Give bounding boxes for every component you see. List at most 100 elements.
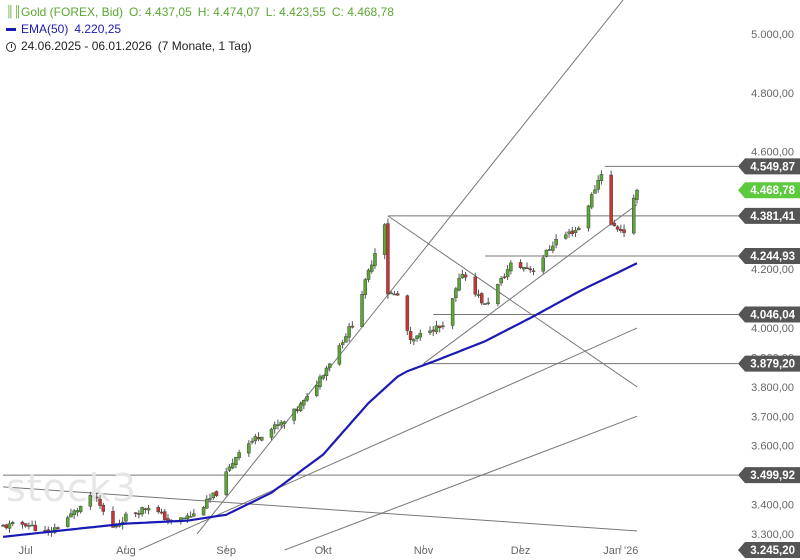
candle-body (473, 276, 478, 295)
candle-body (95, 496, 99, 499)
badge-label: 4.244,93 (750, 251, 795, 263)
ema-50-line (2, 262, 638, 538)
candle-body (415, 335, 419, 339)
candle-body (496, 283, 500, 305)
candle-body (256, 437, 261, 440)
candle-body (434, 325, 439, 332)
candle-body (632, 197, 636, 234)
y-tick-label: 5.000,00 (751, 29, 794, 41)
candle-body (392, 293, 397, 296)
candle-body (1, 525, 5, 527)
candle-body (101, 504, 106, 512)
candle-body (366, 269, 371, 280)
candle-body (188, 516, 193, 518)
y-tick-label: 4.000,00 (751, 323, 794, 335)
badge-label: 4.381,41 (750, 211, 795, 223)
candle-body (360, 294, 364, 327)
candle-body (363, 279, 368, 296)
candle-body (166, 518, 170, 521)
candle-body (321, 375, 325, 379)
chart-legend: ║║ Gold (FOREX, Bid) O: 4.437,05 H: 4.47… (6, 4, 394, 55)
candle-body (192, 513, 196, 517)
badge-shape (738, 306, 800, 323)
y-tick-label: 3.400,00 (751, 499, 794, 511)
trendline (138, 327, 638, 551)
candle-body (237, 452, 241, 459)
candle-body (272, 424, 277, 430)
candle-body (146, 507, 151, 511)
candle-body (609, 174, 613, 225)
candle-body (279, 422, 283, 426)
candle-body (460, 274, 465, 279)
candle-body (593, 189, 597, 194)
badge-shape (738, 542, 800, 558)
candle-body (295, 409, 300, 412)
date-range: 24.06.2025 - 06.01.2026 (21, 39, 152, 53)
badge-shape (738, 158, 800, 175)
candle-body (483, 303, 487, 305)
candle-body (124, 513, 128, 522)
ema-value: 4.220,25 (74, 22, 122, 36)
candle-body (305, 396, 309, 401)
instrument-name: Gold (FOREX, Bid) (21, 5, 124, 19)
candle-body (337, 345, 342, 365)
candle-body (615, 226, 620, 230)
candle-body (463, 274, 468, 278)
x-tick-label: Okt (315, 545, 332, 557)
candle-body (98, 498, 102, 506)
candle-body (437, 325, 442, 328)
x-tick-label: Dez (511, 545, 531, 557)
y-tick-label: 4.800,00 (751, 88, 794, 100)
trendline (423, 204, 638, 364)
level-price-badge: 4.046,04 (738, 306, 800, 323)
badge-label: 3.879,20 (750, 359, 795, 371)
clock-icon (6, 41, 16, 52)
candle-body (441, 325, 445, 328)
badge-shape (738, 182, 800, 199)
candle-body (162, 511, 167, 520)
candle-body (567, 231, 571, 234)
candle-body (227, 466, 232, 471)
candle-body (370, 264, 374, 272)
watermark-logo: stock3 (6, 466, 138, 510)
y-tick-label: 3.600,00 (751, 441, 794, 453)
candle-body (340, 342, 345, 345)
candle-body (577, 227, 581, 230)
candle-body (205, 498, 209, 509)
candle-body (373, 253, 377, 266)
trendline (387, 215, 638, 388)
candle-body (518, 262, 523, 268)
y-tick-label: 3.300,00 (751, 529, 794, 541)
y-tick-label: 4.200,00 (751, 264, 794, 276)
last-price-badge: 4.468,78 (738, 182, 800, 199)
candle-body (114, 525, 118, 528)
candle-body (111, 510, 115, 528)
candle-body (159, 511, 164, 514)
x-tick-label: Jan '26 (603, 545, 638, 557)
candle-body (405, 295, 410, 331)
candle-body (619, 228, 623, 231)
candle-body (502, 276, 507, 279)
candle-body (344, 336, 348, 343)
candle-body (505, 269, 510, 278)
candle-body (253, 436, 258, 442)
candle-body (541, 257, 545, 272)
legend-ema-row: EMA(50) 4.220,25 (6, 21, 394, 38)
candle-body (522, 266, 526, 270)
candle-body (65, 517, 70, 527)
candle-body (140, 507, 144, 515)
candle-body (544, 249, 549, 257)
open-value: O: 4.437,05 (129, 5, 192, 19)
candle-body (33, 525, 38, 532)
candle-body (599, 174, 604, 181)
candle-body (7, 523, 12, 529)
candle-body (201, 507, 206, 516)
level-price-badge: 4.381,41 (738, 207, 800, 224)
level-price-badge: 4.549,87 (738, 158, 800, 175)
candle-body (78, 505, 83, 513)
candle-body (250, 440, 254, 443)
x-tick-label: Jul (19, 545, 33, 557)
candle-body (418, 333, 423, 338)
candle-body (224, 471, 228, 495)
